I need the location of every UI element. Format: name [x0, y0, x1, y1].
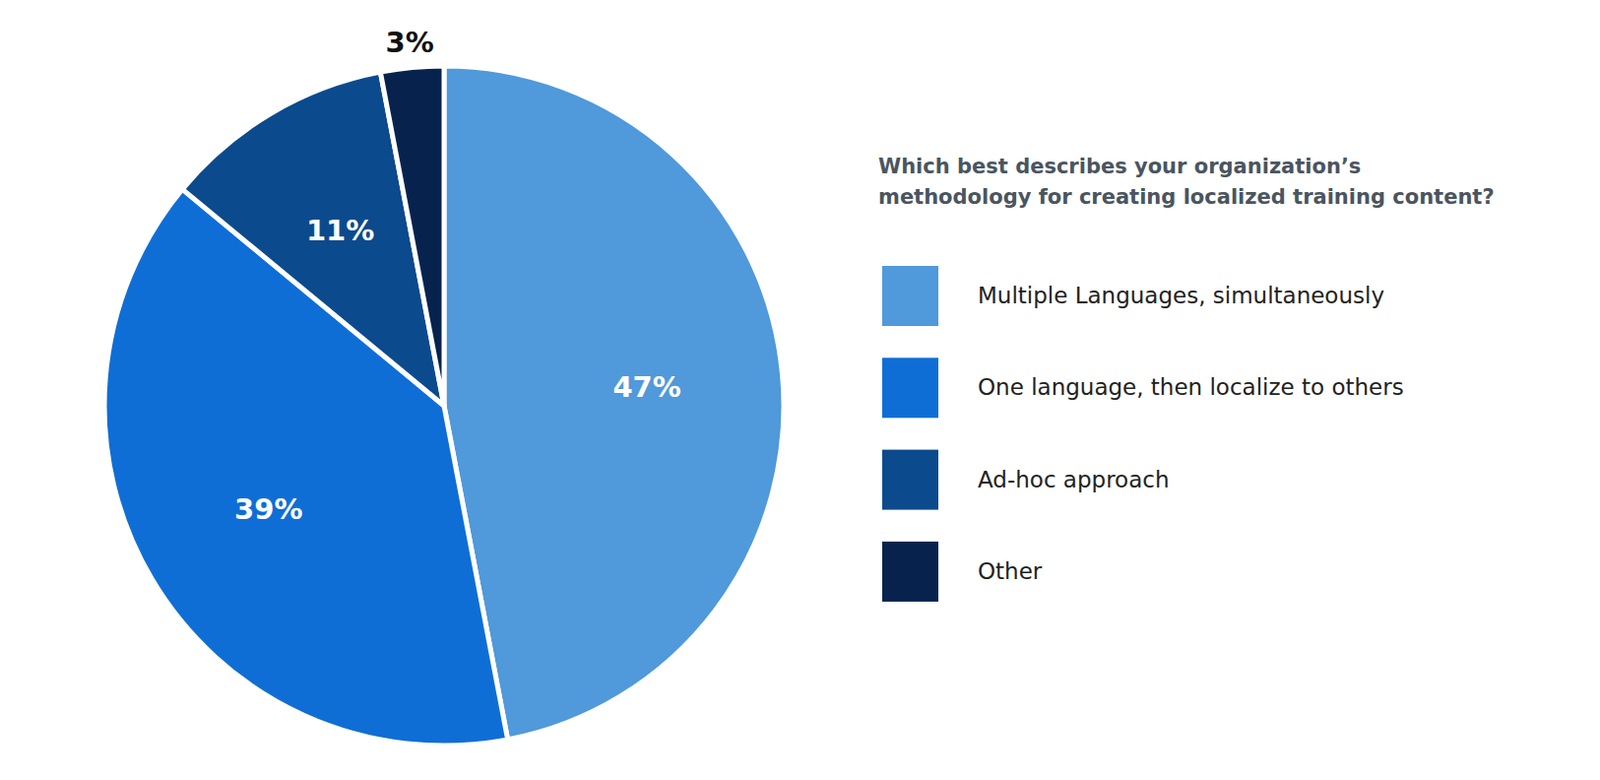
legend-title: Which best describes your organization’s…	[878, 154, 1495, 209]
legend-label: Multiple Languages, simultaneously	[977, 282, 1385, 309]
legend-swatch	[882, 541, 939, 602]
data-label: 47%	[612, 370, 681, 404]
title-line: methodology for creating localized train…	[878, 185, 1495, 209]
data-label: 11%	[306, 213, 375, 248]
legend-label: One language, then localize to others	[977, 374, 1405, 400]
legend-swatch	[882, 357, 939, 418]
chart: 47% 39% 11% 3% Which best describes your org…	[0, 0, 1600, 780]
slice	[380, 65, 445, 406]
slice	[444, 65, 784, 740]
legend-label: Other	[977, 558, 1043, 584]
data-label: 39%	[234, 492, 303, 526]
title-line: Which best describes your organization’s	[878, 154, 1361, 179]
legend: Which best describes your organization’s…	[878, 154, 1495, 602]
legend-swatch	[882, 449, 939, 511]
slices	[104, 65, 784, 746]
legend-swatch	[882, 265, 939, 326]
data-label: 3%	[384, 25, 434, 60]
data-labels: 47% 39% 11% 3%	[234, 25, 682, 527]
legend-label: Ad-hoc approach	[977, 466, 1169, 493]
